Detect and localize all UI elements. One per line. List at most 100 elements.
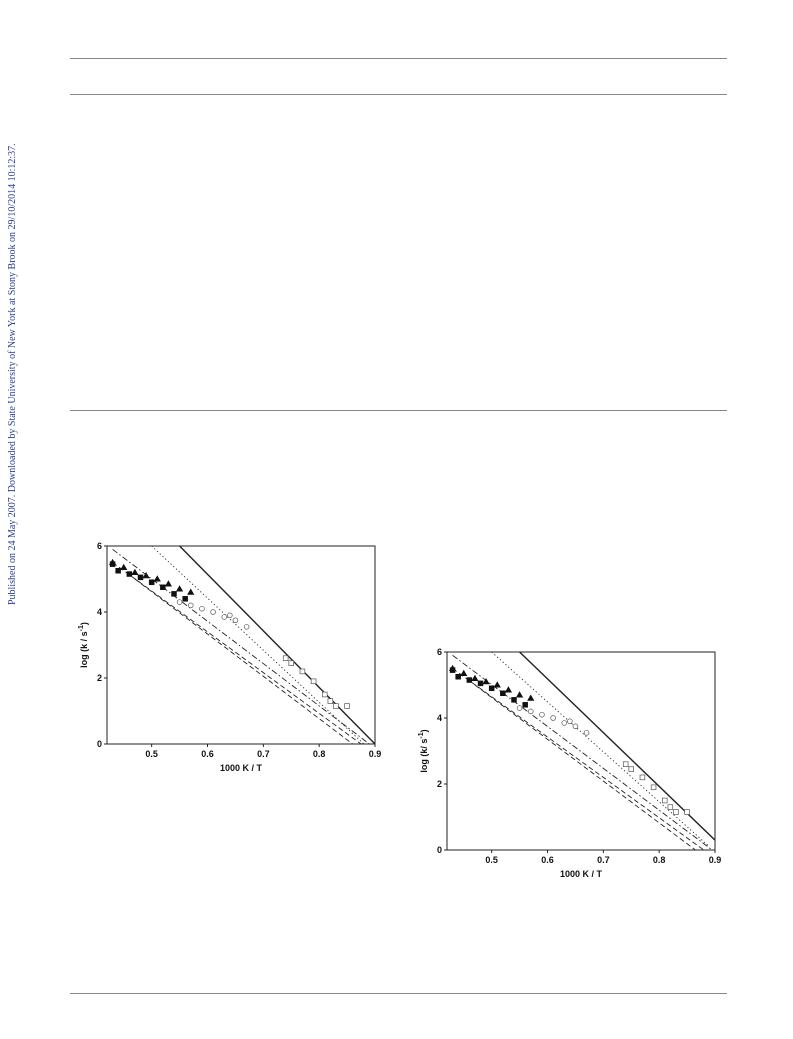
y-axis-label-sup: -1 — [78, 625, 85, 631]
x-tick-label: 0.9 — [369, 749, 382, 759]
data-point — [466, 677, 473, 683]
x-tick-label: 0.5 — [485, 855, 498, 865]
data-point — [639, 774, 646, 781]
data-point — [344, 703, 350, 709]
model-line — [112, 548, 370, 744]
rule — [70, 58, 727, 59]
y-axis-label: log (k/ s-1) — [418, 729, 429, 772]
data-point — [661, 797, 668, 804]
x-tick-label: 0.6 — [201, 749, 214, 759]
data-point — [522, 702, 528, 708]
data-point — [126, 571, 133, 577]
model-line — [452, 654, 713, 850]
y-axis-label-end: ) — [79, 622, 89, 625]
data-point — [511, 697, 517, 703]
plot-frame — [446, 651, 716, 851]
data-point — [622, 761, 629, 767]
data-point — [164, 580, 173, 587]
data-point — [482, 677, 490, 685]
data-point — [561, 720, 567, 726]
x-tick-label: 0.8 — [313, 749, 326, 759]
x-tick-label: 0.7 — [597, 855, 610, 865]
data-point — [182, 596, 188, 602]
y-axis-label-main: log (k / s — [79, 631, 89, 668]
data-point — [153, 575, 161, 582]
data-point — [488, 685, 495, 692]
data-point — [210, 609, 216, 615]
data-point — [515, 691, 524, 698]
model-line — [179, 546, 375, 744]
data-point — [449, 667, 456, 673]
y-tick-label: 2 — [437, 779, 442, 789]
data-point — [142, 571, 150, 579]
data-point — [243, 624, 250, 630]
y-tick-label: 6 — [437, 647, 442, 657]
data-point — [684, 809, 690, 815]
x-axis-label: 1000 K / T — [560, 869, 603, 879]
data-point — [288, 660, 295, 666]
model-line — [112, 562, 362, 744]
y-tick-label: 4 — [97, 607, 102, 617]
data-point — [673, 809, 679, 815]
data-point — [232, 617, 239, 623]
y-tick-label: 4 — [437, 713, 442, 723]
data-point — [493, 681, 501, 688]
x-tick-label: 0.7 — [257, 749, 270, 759]
model-line — [134, 578, 353, 744]
data-point — [227, 612, 233, 619]
data-point — [299, 668, 306, 675]
data-point — [455, 673, 461, 680]
y-tick-label: 0 — [437, 845, 442, 855]
data-point — [115, 567, 121, 574]
data-point — [327, 698, 334, 704]
x-tick-label: 0.8 — [653, 855, 666, 865]
model-line — [519, 652, 715, 841]
data-point — [516, 705, 523, 711]
x-tick-label: 0.5 — [145, 749, 158, 759]
data-point — [583, 730, 590, 736]
y-axis-label-main: log (k/ s — [419, 739, 429, 773]
data-point — [460, 669, 468, 677]
data-point — [199, 605, 205, 612]
data-point — [527, 708, 534, 715]
data-point — [282, 655, 289, 661]
data-point — [120, 563, 128, 571]
rule — [70, 94, 727, 95]
data-point — [527, 694, 535, 701]
data-point — [667, 804, 674, 810]
data-point — [171, 591, 177, 597]
data-point — [650, 784, 657, 791]
data-point — [109, 561, 116, 567]
y-tick-label: 2 — [97, 673, 102, 683]
x-tick-label: 0.6 — [541, 855, 554, 865]
model-line — [151, 546, 365, 744]
data-point — [550, 715, 556, 721]
data-point — [160, 584, 166, 590]
data-point — [148, 579, 155, 586]
y-axis-label-sup: -1 — [418, 732, 425, 738]
plot-content — [108, 546, 375, 744]
data-point — [175, 585, 184, 592]
data-point — [539, 711, 545, 718]
data-point — [567, 718, 573, 725]
data-point — [628, 766, 634, 772]
data-point — [310, 678, 317, 685]
rule — [70, 410, 727, 411]
y-tick-label: 0 — [97, 739, 102, 749]
data-point — [471, 674, 479, 681]
data-point — [131, 568, 139, 575]
data-point — [504, 686, 513, 693]
model-line — [452, 668, 705, 850]
data-point — [500, 690, 506, 696]
data-point — [187, 588, 195, 595]
data-point — [572, 723, 579, 729]
data-point — [188, 602, 194, 609]
data-point — [176, 599, 183, 605]
data-point — [221, 614, 228, 620]
plot-frame — [106, 545, 376, 745]
data-point — [333, 703, 339, 709]
model-line — [474, 684, 696, 850]
data-point — [477, 680, 484, 687]
